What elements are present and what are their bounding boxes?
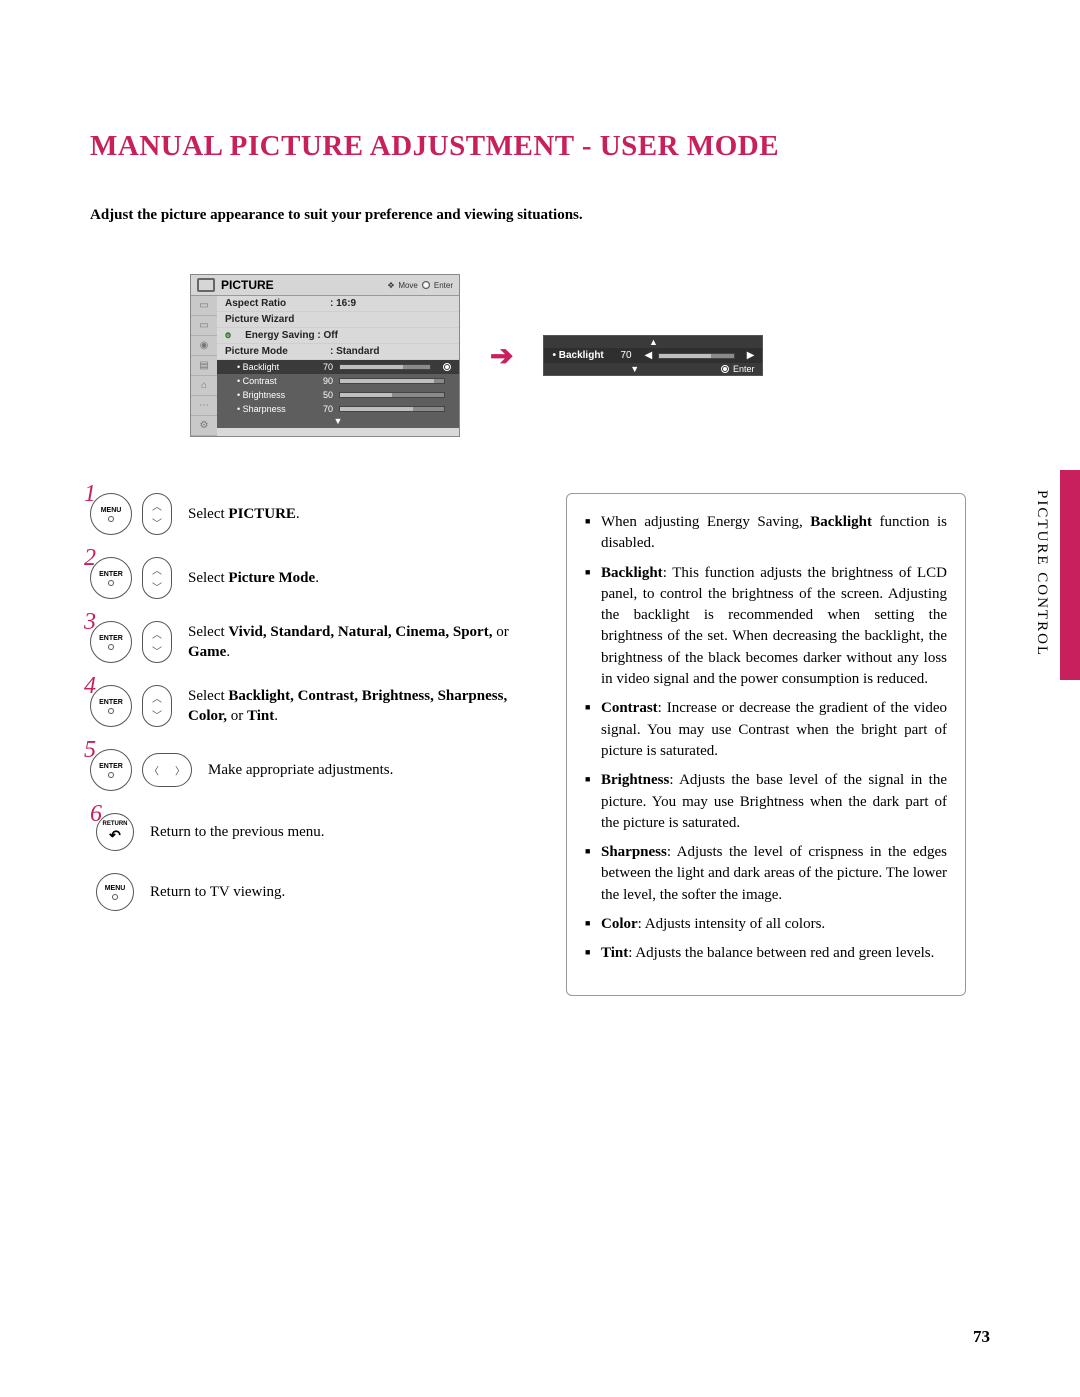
menu-button-icon: MENU bbox=[96, 873, 134, 911]
popup-enter-label: Enter bbox=[733, 364, 755, 374]
step: 4ENTER︿﹀Select Backlight, Contrast, Brig… bbox=[90, 685, 520, 727]
popup-value: 70 bbox=[620, 350, 638, 361]
popup-slider bbox=[658, 353, 735, 359]
sidebar-icon: ▤ bbox=[191, 356, 217, 376]
menu-button-icon: MENU bbox=[90, 493, 132, 535]
step-number: 5 bbox=[84, 737, 96, 764]
section-tab bbox=[1060, 470, 1080, 680]
section-label: PICTURE CONTROL bbox=[1033, 490, 1050, 657]
sidebar-icon: ◉ bbox=[191, 336, 217, 356]
step-text: Select PICTURE. bbox=[188, 504, 300, 524]
sidebar-icon: ⌂ bbox=[191, 376, 217, 396]
enter-button-icon: ENTER bbox=[90, 749, 132, 791]
info-item: Brightness: Adjusts the base level of th… bbox=[585, 770, 947, 834]
enter-dot-icon bbox=[721, 365, 729, 373]
page-number: 73 bbox=[973, 1327, 990, 1347]
osd-item: Picture Wizard bbox=[217, 312, 459, 328]
osd-arrow-down: ▼ bbox=[217, 416, 459, 428]
info-item: Contrast: Increase or decrease the gradi… bbox=[585, 698, 947, 762]
steps-list: 1MENU︿﹀Select PICTURE.2ENTER︿﹀Select Pic… bbox=[90, 493, 520, 933]
info-item: Sharpness: Adjusts the level of crispnes… bbox=[585, 842, 947, 906]
enter-button-icon: ENTER bbox=[90, 621, 132, 663]
updown-button-icon: ︿﹀ bbox=[142, 493, 172, 535]
updown-button-icon: ︿﹀ bbox=[142, 621, 172, 663]
osd-item: ꙩEnergy Saving : Off bbox=[217, 328, 459, 344]
popup-arrow-up: ▲ bbox=[544, 336, 762, 348]
leftright-button-icon: 〈〉 bbox=[142, 753, 192, 787]
sidebar-icon: ⚙ bbox=[191, 416, 217, 436]
osd-item: Picture Mode: Standard bbox=[217, 344, 459, 360]
intro-text: Adjust the picture appearance to suit yo… bbox=[90, 207, 990, 224]
step-number: 4 bbox=[84, 673, 96, 700]
osd-header-title: PICTURE bbox=[221, 278, 382, 292]
page-title: MANUAL PICTURE ADJUSTMENT - USER MODE bbox=[90, 130, 990, 163]
osd-illustration: PICTURE ✥Move Enter ▭ ▭ ◉ ▤ ⌂ ⋯ ⚙ Aspect… bbox=[190, 274, 990, 437]
arrow-right-icon: ➔ bbox=[490, 339, 513, 373]
updown-button-icon: ︿﹀ bbox=[142, 557, 172, 599]
osd-menu: PICTURE ✥Move Enter ▭ ▭ ◉ ▤ ⌂ ⋯ ⚙ Aspect… bbox=[190, 274, 460, 437]
triangle-right-icon: ▶ bbox=[747, 350, 755, 361]
step-number: 3 bbox=[84, 609, 96, 636]
osd-item: Aspect Ratio: 16:9 bbox=[217, 296, 459, 312]
osd-sidebar: ▭ ▭ ◉ ▤ ⌂ ⋯ ⚙ bbox=[191, 296, 217, 436]
info-item: Backlight: This function adjusts the bri… bbox=[585, 563, 947, 691]
step: 6RETURN↶Return to the previous menu. bbox=[96, 813, 520, 851]
step: MENU Return to TV viewing. bbox=[96, 873, 520, 911]
osd-subitem: • Contrast90 bbox=[217, 374, 459, 388]
info-item: Color: Adjusts intensity of all colors. bbox=[585, 914, 947, 935]
step-text: Make appropriate adjustments. bbox=[208, 760, 393, 780]
tv-icon bbox=[197, 278, 215, 292]
updown-button-icon: ︿﹀ bbox=[142, 685, 172, 727]
step-text: Select Picture Mode. bbox=[188, 568, 319, 588]
sidebar-icon: ⋯ bbox=[191, 396, 217, 416]
osd-popup: ▲ • Backlight 70 ◀ ▶ ▼ Enter bbox=[543, 335, 763, 376]
step-text: Select Backlight, Contrast, Brightness, … bbox=[188, 686, 520, 727]
step: 3ENTER︿﹀Select Vivid, Standard, Natural,… bbox=[90, 621, 520, 663]
info-item: When adjusting Energy Saving, Backlight … bbox=[585, 512, 947, 555]
step-number: 1 bbox=[84, 481, 96, 508]
step-number: 2 bbox=[84, 545, 96, 572]
info-item: Tint: Adjusts the balance between red an… bbox=[585, 943, 947, 964]
step-number: 6 bbox=[90, 801, 102, 828]
sidebar-icon: ▭ bbox=[191, 296, 217, 316]
osd-subitem: • Sharpness70 bbox=[217, 402, 459, 416]
step-text: Return to TV viewing. bbox=[150, 882, 285, 902]
step: 1MENU︿﹀Select PICTURE. bbox=[90, 493, 520, 535]
step: 2ENTER︿﹀Select Picture Mode. bbox=[90, 557, 520, 599]
step-text: Select Vivid, Standard, Natural, Cinema,… bbox=[188, 622, 520, 663]
osd-header-hint: ✥Move Enter bbox=[388, 281, 453, 290]
popup-arrow-down: ▼ bbox=[552, 364, 716, 374]
sidebar-icon: ▭ bbox=[191, 316, 217, 336]
step: 5ENTER〈〉Make appropriate adjustments. bbox=[90, 749, 520, 791]
enter-button-icon: ENTER bbox=[90, 557, 132, 599]
triangle-left-icon: ◀ bbox=[644, 350, 652, 361]
osd-list: Aspect Ratio: 16:9Picture WizardꙩEnergy … bbox=[217, 296, 459, 436]
popup-name: • Backlight bbox=[552, 350, 614, 361]
osd-subitem: • Brightness50 bbox=[217, 388, 459, 402]
enter-button-icon: ENTER bbox=[90, 685, 132, 727]
step-text: Return to the previous menu. bbox=[150, 822, 325, 842]
info-box: When adjusting Energy Saving, Backlight … bbox=[566, 493, 966, 996]
osd-subitem: • Backlight70 bbox=[217, 360, 459, 374]
